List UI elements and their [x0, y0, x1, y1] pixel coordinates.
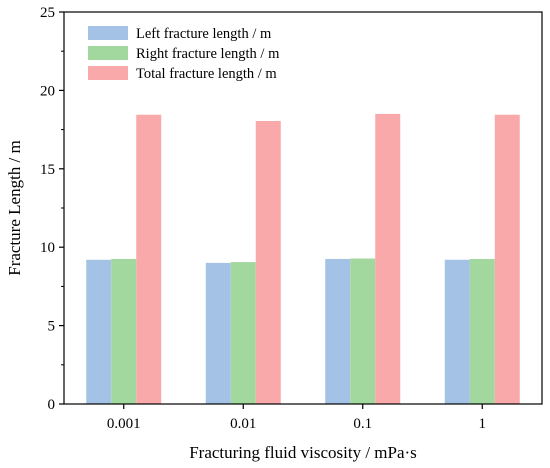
bar-left-0.001: [86, 259, 112, 404]
legend-label: Left fracture length / m: [136, 26, 272, 42]
y-tick-label: 25: [40, 5, 55, 21]
bar-right-1: [469, 258, 495, 404]
legend-swatch: [88, 46, 128, 60]
y-tick-label: 20: [40, 83, 55, 99]
x-tick-label: 0.01: [230, 416, 256, 432]
bars-layer: [86, 113, 520, 405]
legend-swatch: [88, 66, 128, 80]
bar-total-0.01: [255, 120, 281, 404]
bar-right-0.001: [111, 258, 137, 404]
y-axis: 0 5 10 15 20 25: [40, 5, 64, 413]
y-tick-label: 0: [48, 397, 56, 413]
bar-total-0.001: [136, 114, 162, 404]
x-tick-label: 0.1: [353, 416, 372, 432]
y-tick-label: 5: [48, 319, 56, 335]
bar-total-0.1: [375, 113, 401, 405]
y-tick-label: 15: [40, 162, 55, 178]
bar-right-0.1: [350, 258, 376, 404]
legend-label: Total fracture length / m: [136, 66, 277, 82]
bar-right-0.01: [230, 262, 256, 404]
bar-total-1: [494, 114, 520, 404]
legend-label: Right fracture length / m: [136, 46, 280, 62]
bar-left-1: [444, 259, 470, 404]
legend-swatch: [88, 26, 128, 40]
y-tick-label: 10: [40, 240, 55, 256]
x-axis: 0.001 0.01 0.1 1: [107, 404, 486, 432]
x-tick-label: 0.001: [107, 416, 141, 432]
bar-left-0.1: [325, 258, 351, 404]
legend: Left fracture length / m Right fracture l…: [88, 26, 280, 82]
bar-left-0.01: [205, 262, 231, 404]
x-axis-label: Fracturing fluid viscosity / mPa·s: [189, 443, 417, 462]
y-axis-label: Fracture Length / m: [5, 140, 24, 276]
x-tick-label: 1: [479, 416, 487, 432]
